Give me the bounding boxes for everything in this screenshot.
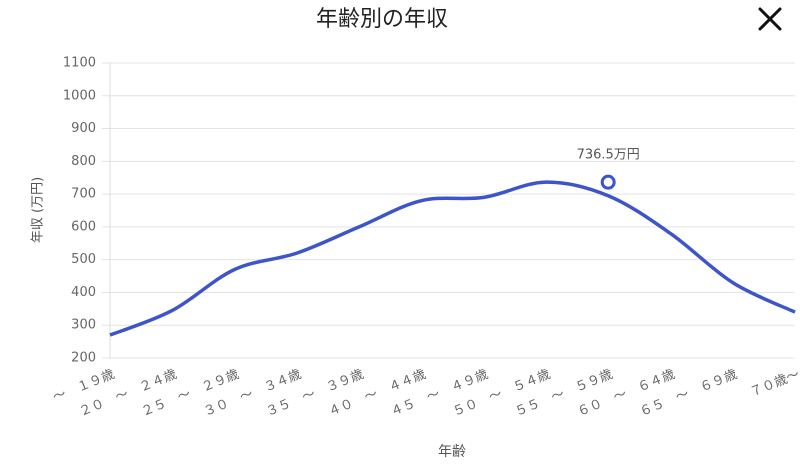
x-axis-label: 年齢 xyxy=(438,444,466,460)
y-tick-label: 1000 xyxy=(63,88,96,103)
close-icon xyxy=(758,7,782,31)
y-axis-label: 年収 (万円) xyxy=(31,177,46,243)
highlight-point xyxy=(600,174,616,190)
y-tick-label: 500 xyxy=(71,252,96,267)
y-tick-label: 900 xyxy=(71,121,96,136)
y-tick-label: 1100 xyxy=(63,56,96,71)
y-tick-label: 200 xyxy=(71,351,96,366)
y-tick-label: 300 xyxy=(71,318,96,333)
x-tick-label: ７０歳～ xyxy=(748,367,800,400)
y-tick-label: 600 xyxy=(71,219,96,234)
y-tick-label: 800 xyxy=(71,154,96,169)
chart-title: 年齢別の年収 xyxy=(316,7,448,32)
close-button[interactable] xyxy=(758,7,782,31)
annotation-label: 736.5万円 xyxy=(577,148,640,163)
y-tick-label: 400 xyxy=(71,285,96,300)
y-tick-label: 700 xyxy=(71,187,96,202)
line-series xyxy=(109,180,796,337)
